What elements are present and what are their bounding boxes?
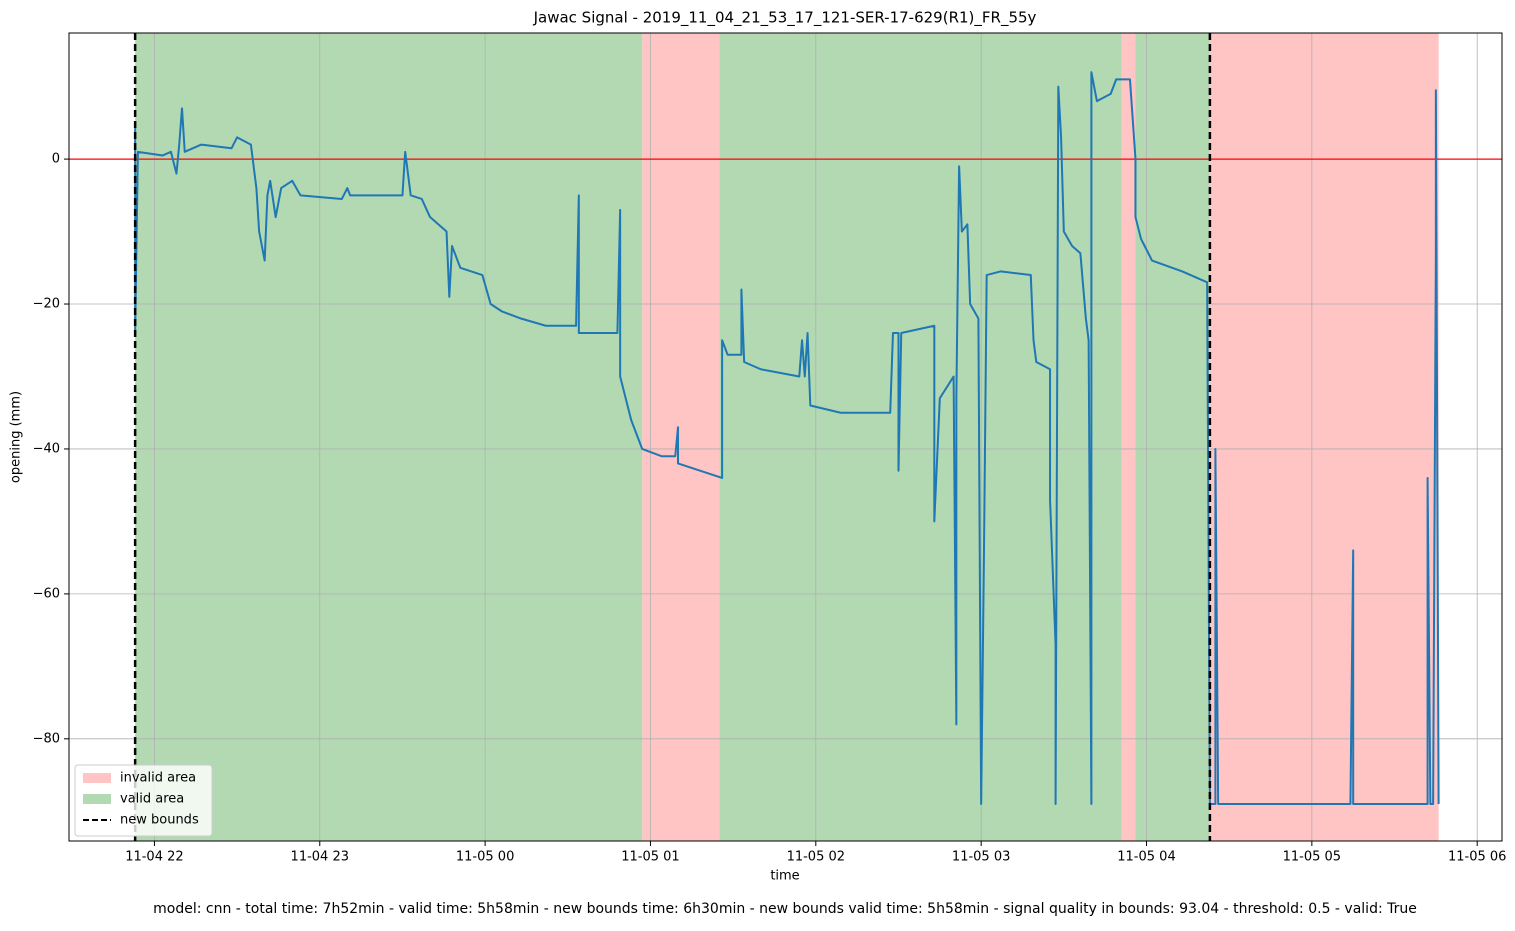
x-tick-label: 11-05 03	[952, 850, 1010, 865]
legend-label: valid area	[120, 792, 184, 807]
x-tick-label: 11-05 06	[1448, 850, 1506, 865]
y-axis-label: opening (mm)	[9, 391, 24, 483]
plot-frame	[68, 32, 1503, 842]
legend-label: new bounds	[120, 813, 199, 828]
x-axis-label: time	[770, 869, 799, 884]
x-tick-label: 11-05 00	[456, 850, 514, 865]
chart-title: Jawac Signal - 2019_11_04_21_53_17_121-S…	[533, 9, 1037, 28]
area-span	[1135, 33, 1210, 841]
y-tick-label: −20	[33, 297, 60, 312]
area-span	[642, 33, 720, 841]
x-tick-label: 11-05 02	[787, 850, 845, 865]
area-span	[135, 33, 643, 841]
x-tick-label: 11-05 04	[1117, 850, 1175, 865]
y-tick-label: −80	[33, 731, 60, 746]
x-tick-label: 11-04 23	[291, 850, 349, 865]
area-span	[1121, 33, 1136, 841]
caption: model: cnn - total time: 7h52min - valid…	[153, 901, 1417, 917]
y-tick-label: −60	[33, 586, 60, 601]
x-tick-label: 11-05 01	[621, 850, 679, 865]
legend-swatch	[83, 773, 111, 783]
y-tick-label: 0	[52, 152, 60, 167]
signal-line	[134, 71, 1440, 806]
x-tick-label: 11-05 05	[1283, 850, 1341, 865]
area-span	[1209, 33, 1439, 841]
legend-swatch	[83, 794, 111, 804]
x-tick-label: 11-04 22	[125, 850, 183, 865]
y-tick-label: −40	[33, 441, 60, 456]
legend-label: invalid area	[120, 771, 196, 786]
